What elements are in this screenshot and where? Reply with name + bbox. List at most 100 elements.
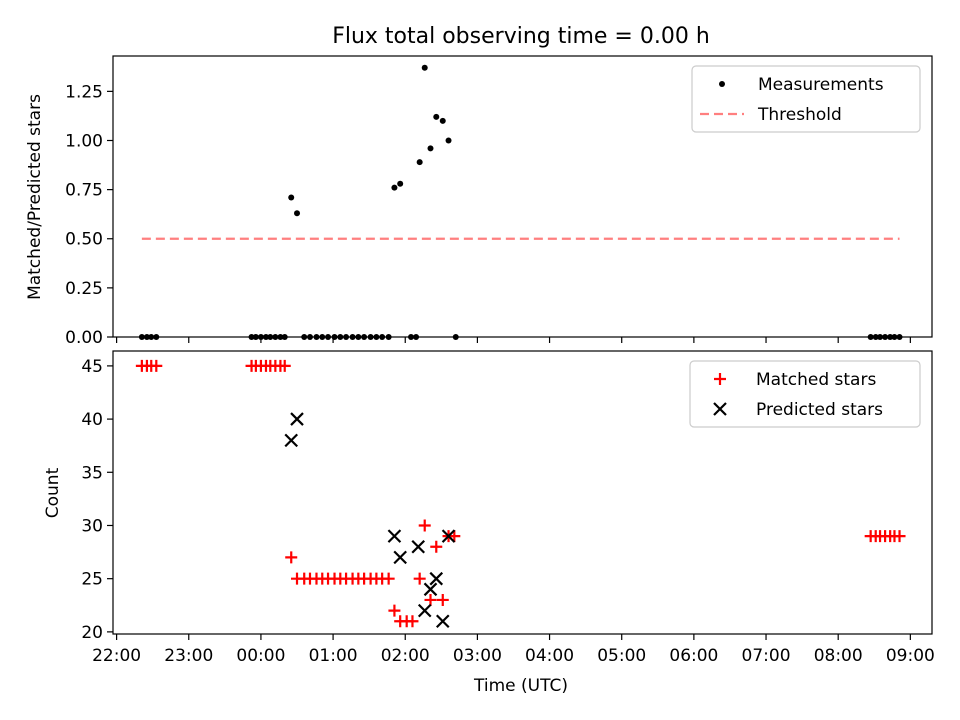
y-tick-label: 25: [81, 570, 103, 590]
measurement-point: [355, 334, 362, 340]
measurement-point: [262, 334, 269, 340]
legend-label: Matched stars: [756, 370, 876, 390]
legend-label: Measurements: [758, 75, 884, 95]
measurement-point: [319, 334, 326, 340]
measurement-point: [288, 194, 295, 201]
measurement-point: [452, 334, 459, 340]
top-panel-marks: [138, 64, 903, 340]
x-tick-label: 00:00: [236, 646, 285, 666]
measurement-point: [248, 334, 255, 340]
x-tick-label: 23:00: [164, 646, 213, 666]
legend-dot-marker: [719, 81, 725, 87]
y-tick-label: 30: [81, 516, 103, 536]
x-tick-label: 03:00: [453, 646, 502, 666]
measurement-point: [872, 334, 879, 340]
predicted-star-point: [435, 614, 450, 629]
y-tick-label: 0.00: [65, 328, 103, 348]
measurement-point: [385, 334, 392, 340]
measurement-point: [367, 334, 374, 340]
predicted-star-point: [284, 433, 299, 448]
y-tick-label: 0.75: [65, 181, 103, 201]
bottom-panel-legend: Matched stars Predicted stars: [689, 360, 921, 428]
x-tick-label: 04:00: [525, 646, 574, 666]
y-tick-label: 45: [81, 357, 103, 377]
measurement-point: [267, 334, 274, 340]
measurement-point: [294, 210, 301, 217]
measurement-point: [887, 334, 894, 340]
measurement-point: [257, 334, 264, 340]
bottom-panel-frame: [112, 350, 933, 635]
measurement-point: [416, 159, 423, 166]
matched-star-point: [406, 615, 419, 628]
measurement-point: [277, 334, 284, 340]
y-tick-label: 1.00: [65, 131, 103, 151]
measurement-point: [373, 334, 380, 340]
measurement-point: [337, 334, 344, 340]
x-tick-label: 01:00: [309, 646, 358, 666]
y-tick-label: 35: [81, 463, 103, 483]
predicted-star-point: [429, 571, 444, 586]
measurement-point: [408, 334, 415, 340]
matched-star-point: [150, 359, 163, 372]
measurement-point: [281, 334, 288, 340]
measurement-point: [896, 334, 903, 340]
predicted-star-point: [290, 412, 304, 426]
measurement-point: [252, 334, 259, 340]
measurement-point: [349, 334, 356, 340]
legend-label: Predicted stars: [756, 400, 883, 420]
measurement-point: [148, 334, 155, 340]
predicted-star-point: [417, 603, 432, 618]
matched-star-point: [418, 519, 431, 532]
y-tick-label: 20: [81, 623, 103, 643]
matched-star-point: [424, 593, 437, 606]
matched-star-point: [285, 551, 298, 564]
bottom-panel-ticks: 20 25 30 35 40 45 22:00 23:00 00:00 01:00 02:00 03:…: [81, 357, 934, 666]
measurement-point: [272, 334, 279, 340]
y-tick-label: 0.25: [65, 279, 103, 299]
top-panel-legend: Measurements Threshold: [691, 65, 921, 133]
measurement-point: [343, 334, 350, 340]
measurement-point: [379, 334, 386, 340]
measurement-point: [361, 334, 368, 340]
measurement-point: [439, 117, 446, 124]
top-panel-ticks: 0.00 0.25 0.50 0.75 1.00 1.25: [65, 82, 911, 348]
measurement-point: [877, 334, 884, 340]
measurement-point: [391, 184, 398, 191]
measurement-point: [891, 334, 898, 340]
legend-box: [689, 360, 921, 428]
matched-star-point: [382, 572, 395, 585]
bottom-panel-marks: [135, 359, 906, 629]
legend-plus-marker: [714, 373, 726, 385]
measurement-point: [143, 334, 150, 340]
x-tick-label: 09:00: [886, 646, 935, 666]
x-tick-label: 22:00: [92, 646, 141, 666]
measurement-point: [867, 334, 874, 340]
predicted-star-point: [441, 529, 456, 543]
bottom-panel-xlabel: Time (UTC): [473, 676, 568, 696]
measurement-point: [421, 64, 428, 71]
top-panel: 0.00 0.25 0.50 0.75 1.00 1.25 Matched/Predict…: [25, 55, 933, 348]
y-tick-label: 0.50: [65, 230, 103, 250]
measurement-point: [331, 334, 338, 340]
chart-title: Flux total observing time = 0.00 h: [332, 24, 710, 49]
measurement-point: [153, 334, 160, 340]
measurement-point: [313, 334, 320, 340]
bottom-panel: 20 25 30 35 40 45 22:00 23:00 00:00 01:00 02:00 03:…: [43, 350, 935, 696]
legend-x-marker: [713, 402, 727, 416]
predicted-star-point: [387, 529, 402, 543]
matched-star-point: [413, 572, 426, 585]
measurement-point: [325, 334, 332, 340]
measurement-point: [427, 145, 434, 152]
legend-box: [691, 65, 921, 133]
y-tick-label: 1.25: [65, 82, 103, 102]
measurement-point: [306, 334, 313, 340]
predicted-star-point: [411, 539, 426, 554]
matched-star-point: [893, 530, 906, 543]
legend-label: Threshold: [757, 105, 842, 125]
measurement-point: [433, 113, 440, 120]
y-tick-label: 40: [81, 410, 103, 430]
matched-star-point: [430, 540, 443, 553]
predicted-star-point: [423, 582, 438, 597]
top-panel-frame: [112, 55, 933, 338]
